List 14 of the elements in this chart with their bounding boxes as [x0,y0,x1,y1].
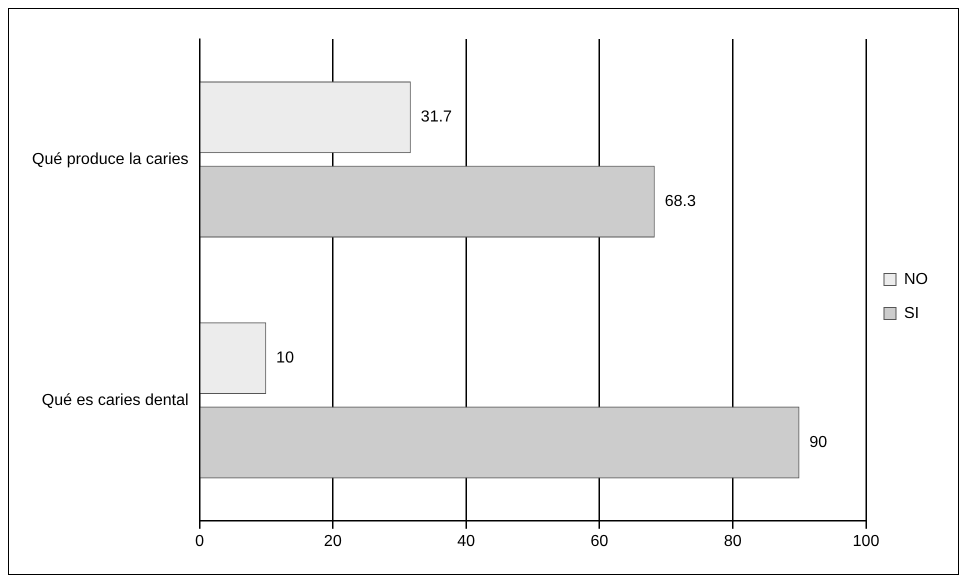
x-tick-label: 20 [324,532,342,550]
data-label: 90 [809,434,828,451]
x-tick-label: 80 [724,532,742,550]
data-label: 31.7 [420,108,452,126]
x-tick-label: 100 [852,532,880,550]
data-label: 10 [276,350,294,367]
y-tick-label: Qué produce la caries [32,150,189,168]
y-tick-label: Qué es caries dental [42,392,189,409]
x-tick-label: 60 [590,532,608,550]
x-tick-label: 40 [457,532,476,550]
data-label: 68.3 [664,193,696,210]
legend-label: NO [904,270,928,288]
legend-label: SI [904,304,920,322]
x-tick-label: 0 [195,532,204,550]
